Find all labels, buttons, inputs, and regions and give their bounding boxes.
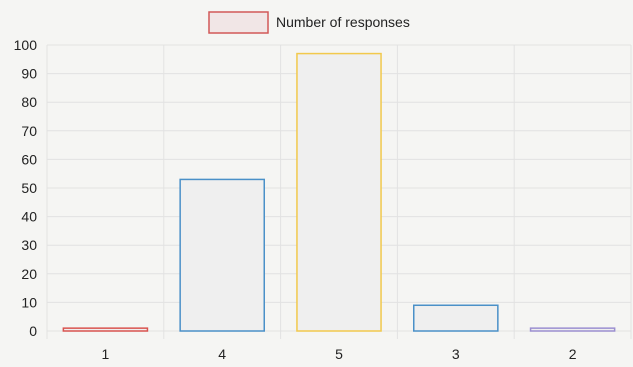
bar-5[interactable] bbox=[296, 52, 382, 332]
y-tick-label: 80 bbox=[21, 94, 37, 110]
x-axis-ticks: 1 4 5 3 2 bbox=[102, 346, 577, 362]
y-tick-label: 100 bbox=[14, 37, 38, 53]
y-tick-label: 40 bbox=[21, 209, 37, 225]
x-tick-label: 5 bbox=[335, 346, 343, 362]
bar-2[interactable] bbox=[529, 327, 616, 332]
y-tick-label: 10 bbox=[21, 294, 37, 310]
x-tick-label: 1 bbox=[102, 346, 110, 362]
y-tick-label: 30 bbox=[21, 237, 37, 253]
y-tick-label: 70 bbox=[21, 123, 37, 139]
bar-1[interactable] bbox=[62, 327, 149, 332]
x-tick-label: 3 bbox=[452, 346, 460, 362]
y-tick-label: 20 bbox=[21, 266, 37, 282]
y-tick-label: 50 bbox=[21, 180, 37, 196]
y-tick-label: 0 bbox=[29, 323, 37, 339]
y-tick-label: 90 bbox=[21, 66, 37, 82]
x-tick-label: 4 bbox=[218, 346, 226, 362]
legend-label[interactable]: Number of responses bbox=[276, 14, 410, 30]
bar-4[interactable] bbox=[179, 178, 265, 332]
x-tick-label: 2 bbox=[569, 346, 577, 362]
legend-swatch[interactable] bbox=[208, 11, 269, 34]
y-axis-ticks: 0 10 20 30 40 50 60 70 80 90 100 bbox=[14, 37, 38, 339]
bars-layer bbox=[62, 52, 616, 332]
legend[interactable]: Number of responses bbox=[208, 11, 410, 34]
y-tick-label: 60 bbox=[21, 151, 37, 167]
bar-3[interactable] bbox=[413, 304, 499, 332]
